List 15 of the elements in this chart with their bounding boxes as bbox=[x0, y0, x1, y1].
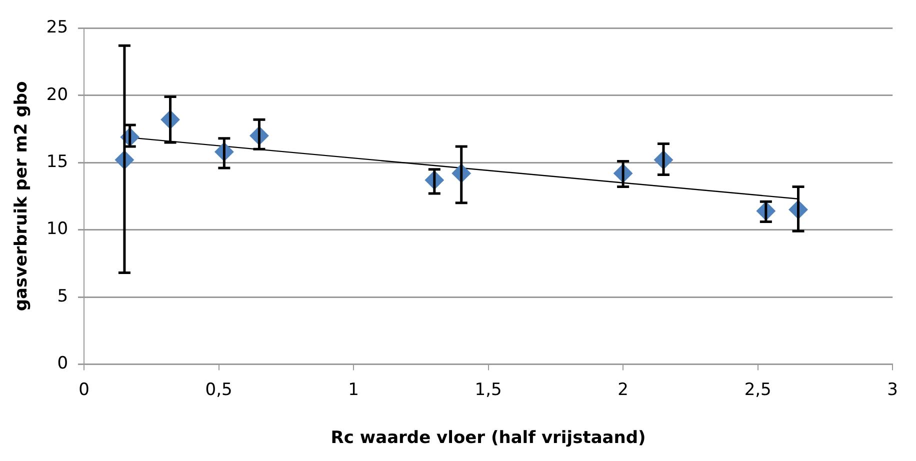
y-axis-title: gasverbruik per m2 gbo bbox=[12, 81, 32, 312]
x-tick-label: 2,5 bbox=[744, 380, 772, 400]
x-tick-label: 1,5 bbox=[474, 380, 502, 400]
x-tick-label: 2 bbox=[618, 380, 628, 400]
x-tick-label: 3 bbox=[887, 380, 898, 400]
x-axis-title: Rc waarde vloer (half vrijstaand) bbox=[330, 428, 646, 448]
x-tick-label: 1 bbox=[348, 380, 359, 400]
x-tick-label: 0,5 bbox=[205, 380, 232, 400]
y-tick-label: 15 bbox=[46, 152, 68, 172]
y-tick-label: 20 bbox=[46, 84, 68, 105]
y-tick-label: 25 bbox=[46, 18, 68, 38]
y-tick-label: 5 bbox=[57, 286, 68, 306]
y-tick-label: 0 bbox=[57, 354, 68, 374]
y-tick-label: 10 bbox=[46, 219, 68, 240]
x-tick-label: 0 bbox=[78, 380, 90, 400]
